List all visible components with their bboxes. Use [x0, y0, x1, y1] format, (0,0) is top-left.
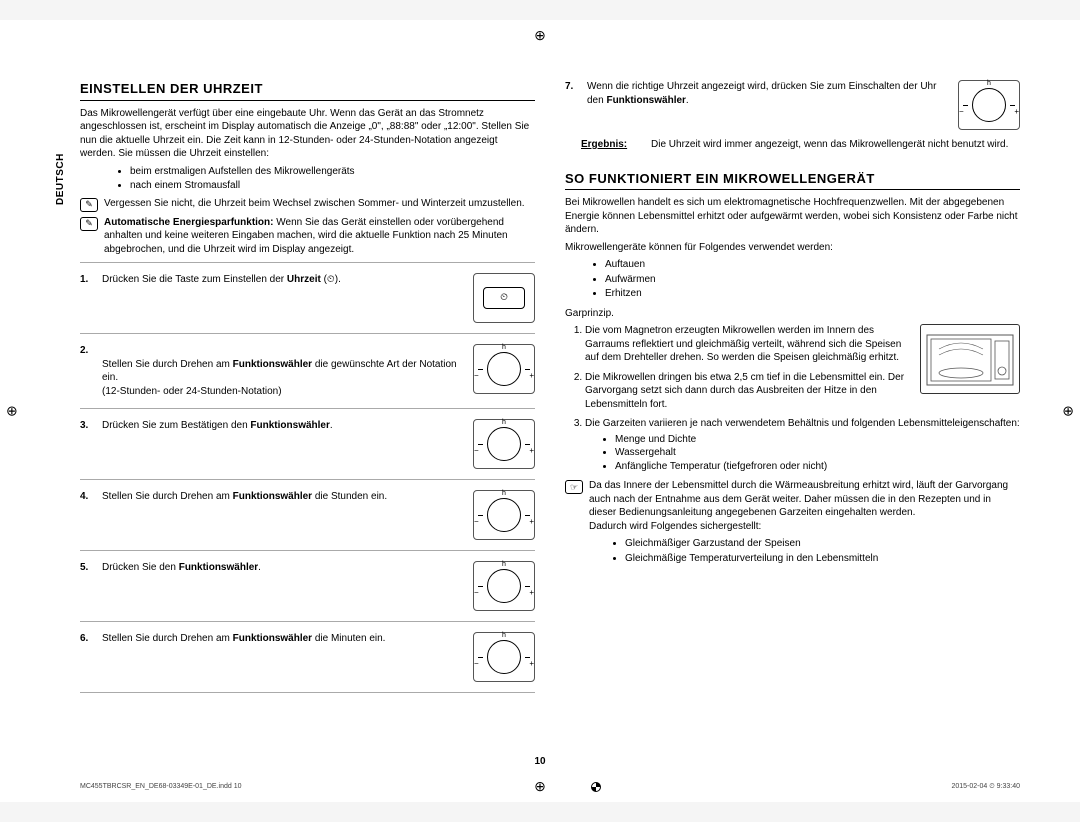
column-left: EINSTELLEN DER UHRZEIT Das Mikrowellenge… [80, 80, 535, 742]
step-number: 4. [80, 490, 94, 504]
step-row: 4. Stellen Sie durch Drehen am Funktions… [80, 480, 535, 551]
result-label: Ergebnis: [581, 138, 639, 152]
step-text: Stellen Sie durch Drehen am Funktionswäh… [102, 490, 465, 504]
clock-button-icon: ⏲ [473, 273, 535, 323]
clock-icon: ⏲ [483, 287, 525, 309]
uses-list: Auftauen Aufwärmen Erhitzen [605, 258, 1020, 301]
heading-how-works: SO FUNKTIONIERT EIN MIKROWELLENGERÄT [565, 170, 1020, 191]
bullet-item: Aufwärmen [605, 273, 1020, 287]
dial-icon: h−+ [473, 490, 535, 540]
bullet-item: Erhitzen [605, 287, 1020, 301]
paragraph: Garprinzip. [565, 307, 1020, 321]
heading-clock: EINSTELLEN DER UHRZEIT [80, 80, 535, 101]
paragraph: Mikrowellengeräte können für Folgendes v… [565, 241, 1020, 255]
step-number: 1. [80, 273, 94, 287]
dial-icon: h−+ [473, 344, 535, 394]
step-text: Wenn die richtige Uhrzeit angezeigt wird… [587, 80, 950, 107]
microwave-svg [925, 329, 1015, 389]
page-number: 10 [534, 755, 545, 769]
bullet-item: beim erstmaligen Aufstellen des Mikrowel… [130, 165, 535, 179]
step-number: 5. [80, 561, 94, 575]
step-row: 2. Stellen Sie durch Drehen am Funktions… [80, 334, 535, 409]
hand-icon: ☞ [565, 480, 583, 494]
step-list: 1. Drücken Sie die Taste zum Einstellen … [80, 262, 535, 693]
bullet-item: Gleichmäßige Temperaturverteilung in den… [625, 552, 1020, 566]
dial-icon: h−+ [473, 419, 535, 469]
list-item: Die Garzeiten variieren je nach verwende… [585, 417, 1020, 473]
bullet-item: Gleichmäßiger Garzustand der Speisen [625, 537, 1020, 551]
bullet-item: nach einem Stromausfall [130, 179, 535, 193]
note-icon: ✎ [80, 198, 98, 212]
factors-list: Menge und Dichte Wassergehalt Anfänglich… [615, 433, 1020, 474]
principles-block: Die vom Magnetron erzeugten Mikrowellen … [565, 324, 1020, 473]
manual-page: ⊕ ⊕ ⊕ ⊕ DEUTSCH EINSTELLEN DER UHRZEIT D… [0, 20, 1080, 802]
note-icon: ✎ [80, 217, 98, 231]
note-dst: ✎ Vergessen Sie nicht, die Uhrzeit beim … [80, 197, 535, 212]
registration-mark-icon [591, 782, 601, 792]
step-row: 5. Drücken Sie den Funktionswähler. h−+ [80, 551, 535, 622]
note-text: Automatische Energiesparfunktion: Wenn S… [104, 216, 535, 257]
step-number: 2. [80, 344, 94, 358]
crop-mark-left: ⊕ [6, 402, 18, 421]
content-columns: EINSTELLEN DER UHRZEIT Das Mikrowellenge… [80, 80, 1020, 742]
result-row: Ergebnis: Die Uhrzeit wird immer angezei… [581, 138, 1020, 152]
intro-paragraph: Das Mikrowellengerät verfügt über eine e… [80, 107, 535, 161]
note-text: Da das Innere der Lebensmittel durch die… [589, 479, 1020, 533]
dial-icon: h−+ [473, 632, 535, 682]
microwave-diagram-icon [920, 324, 1020, 394]
dial-icon: h−+ [473, 561, 535, 611]
paragraph: Bei Mikrowellen handelt es sich um elekt… [565, 196, 1020, 237]
step-number: 6. [80, 632, 94, 646]
bullet-item: Wassergehalt [615, 446, 1020, 460]
footer-center [591, 782, 601, 792]
bullet-item: Auftauen [605, 258, 1020, 272]
step-text: Stellen Sie durch Drehen am Funktionswäh… [102, 632, 465, 646]
crop-mark-right: ⊕ [1062, 402, 1074, 421]
crop-mark-top: ⊕ [534, 26, 546, 45]
bullet-item: Anfängliche Temperatur (tiefgefroren ode… [615, 460, 1020, 474]
column-right: 7. Wenn die richtige Uhrzeit angezeigt w… [565, 80, 1020, 742]
step-text: Drücken Sie zum Bestätigen den Funktions… [102, 419, 465, 433]
bullet-item: Menge und Dichte [615, 433, 1020, 447]
language-tab: DEUTSCH [54, 153, 68, 205]
footer-timestamp: 2015-02-04 ⏲ 9:33:40 [951, 782, 1020, 792]
step-row: 6. Stellen Sie durch Drehen am Funktions… [80, 622, 535, 693]
note-continue: ☞ Da das Innere der Lebensmittel durch d… [565, 479, 1020, 533]
step-row: 3. Drücken Sie zum Bestätigen den Funkti… [80, 409, 535, 480]
step-text: Drücken Sie den Funktionswähler. [102, 561, 465, 575]
note-energy: ✎ Automatische Energiesparfunktion: Wenn… [80, 216, 535, 257]
step-text: Stellen Sie durch Drehen am Funktionswäh… [102, 344, 465, 398]
step-text: Drücken Sie die Taste zum Einstellen der… [102, 273, 465, 287]
ensure-list: Gleichmäßiger Garzustand der Speisen Gle… [625, 537, 1020, 565]
footer-filename: MC455TBRCSR_EN_DE68-03349E-01_DE.indd 10 [80, 782, 241, 792]
footer: MC455TBRCSR_EN_DE68-03349E-01_DE.indd 10… [80, 782, 1020, 792]
dial-icon: h−+ [958, 80, 1020, 130]
step-row: 1. Drücken Sie die Taste zum Einstellen … [80, 262, 535, 334]
step-number: 7. [565, 80, 579, 94]
note-text: Vergessen Sie nicht, die Uhrzeit beim We… [104, 197, 525, 211]
step-number: 3. [80, 419, 94, 433]
intro-bullets: beim erstmaligen Aufstellen des Mikrowel… [130, 165, 535, 193]
step-7: 7. Wenn die richtige Uhrzeit angezeigt w… [565, 80, 1020, 130]
result-text: Die Uhrzeit wird immer angezeigt, wenn d… [651, 138, 1008, 152]
